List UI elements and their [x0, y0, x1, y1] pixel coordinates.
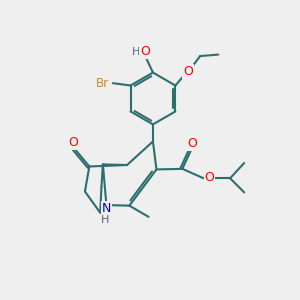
Text: H: H: [131, 47, 140, 57]
Text: N: N: [102, 202, 111, 215]
Text: Br: Br: [96, 77, 110, 90]
Text: O: O: [68, 136, 78, 149]
Text: O: O: [140, 45, 150, 58]
Text: O: O: [183, 65, 193, 78]
Text: O: O: [187, 137, 197, 150]
Text: H: H: [101, 215, 110, 225]
Text: O: O: [205, 171, 214, 184]
